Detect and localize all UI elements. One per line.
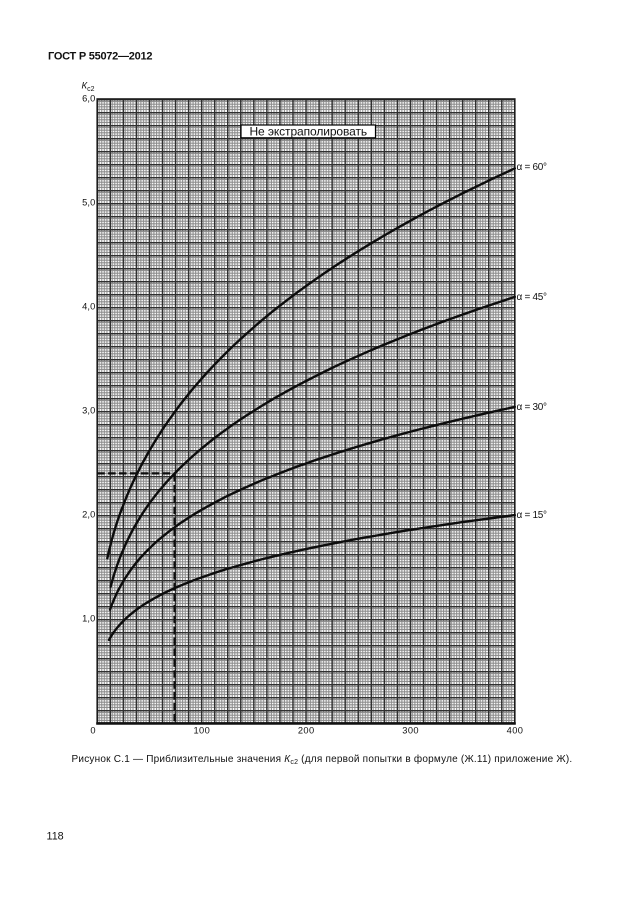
svg-text:300: 300	[402, 726, 418, 736]
svg-text:ГОСТ Р 55072—2012: ГОСТ Р 55072—2012	[48, 50, 153, 62]
svg-text:α = 30°: α = 30°	[517, 402, 548, 413]
svg-text:Не экстраполировать: Не экстраполировать	[249, 125, 367, 139]
svg-text:0: 0	[90, 726, 95, 736]
svg-text:200: 200	[298, 726, 314, 736]
svg-text:5,0: 5,0	[82, 198, 95, 208]
svg-text:100: 100	[193, 726, 209, 736]
svg-text:118: 118	[47, 831, 64, 843]
svg-text:2,0: 2,0	[82, 510, 95, 520]
svg-text:3,0: 3,0	[82, 406, 95, 416]
svg-text:6,0: 6,0	[82, 94, 95, 104]
svg-text:α = 15°: α = 15°	[517, 510, 548, 521]
svg-text:α = 60°: α = 60°	[517, 162, 548, 173]
svg-text:α = 45°: α = 45°	[517, 292, 548, 303]
svg-text:1,0: 1,0	[82, 614, 95, 624]
svg-text:Рисунок С.1 — Приблизительные: Рисунок С.1 — Приблизительные значения К…	[72, 753, 573, 766]
svg-text:4,0: 4,0	[82, 302, 95, 312]
svg-text:400: 400	[507, 726, 523, 736]
